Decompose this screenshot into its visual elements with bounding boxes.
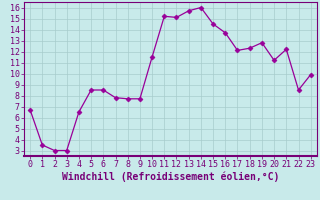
X-axis label: Windchill (Refroidissement éolien,°C): Windchill (Refroidissement éolien,°C): [62, 172, 279, 182]
